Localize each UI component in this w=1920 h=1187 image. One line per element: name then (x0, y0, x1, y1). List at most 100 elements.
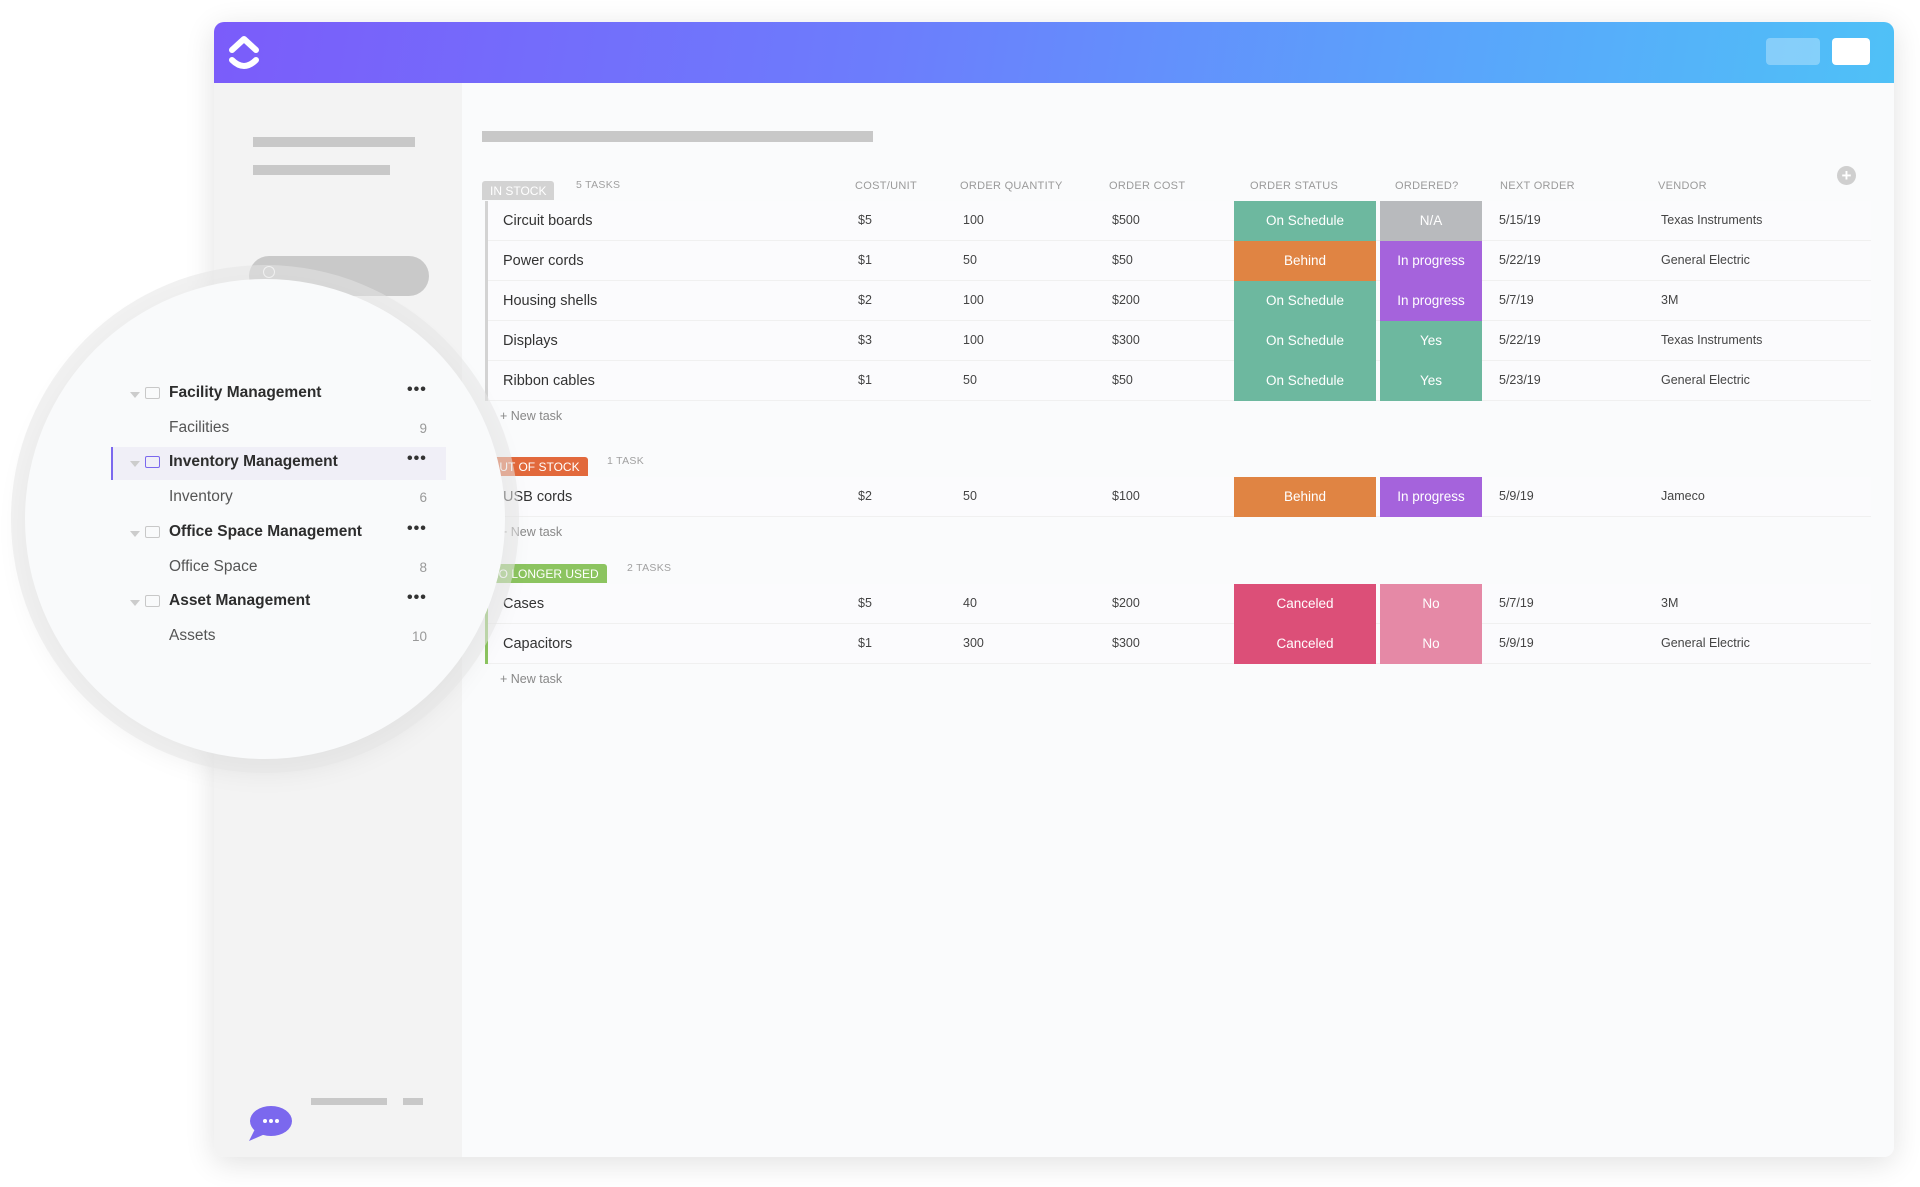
cell-qty: 100 (963, 293, 984, 307)
column-header[interactable]: ORDER STATUS (1250, 180, 1339, 192)
column-header[interactable]: ORDERED? (1395, 180, 1459, 192)
group-status-tag[interactable]: IN STOCK (482, 181, 555, 200)
cell-next: 5/23/19 (1499, 373, 1541, 387)
more-dots-icon[interactable]: ••• (407, 450, 427, 467)
cell-next: 5/9/19 (1499, 489, 1534, 503)
new-task-button[interactable]: + New task (500, 409, 563, 423)
ordered-cell[interactable]: In progress (1380, 281, 1482, 321)
ordered-cell[interactable]: In progress (1380, 241, 1482, 281)
ordered-cell[interactable]: N/A (1380, 201, 1482, 241)
table-row[interactable]: Housing shells $2 100 $200 5/7/19 3M On Schedu… (488, 281, 1871, 321)
ordered-cell[interactable]: No (1380, 584, 1482, 624)
task-name[interactable]: Power cords (503, 253, 584, 269)
column-header[interactable]: VENDOR (1658, 180, 1707, 192)
group-status-tag[interactable]: NO LONGER USED (482, 564, 607, 583)
table-row[interactable]: Circuit boards $5 100 $500 5/15/19 Texas Inst… (488, 201, 1871, 241)
cell-next: 5/9/19 (1499, 636, 1534, 650)
task-name[interactable]: Ribbon cables (503, 373, 595, 389)
placeholder-bar (403, 1098, 423, 1105)
header-button-secondary[interactable] (1766, 38, 1820, 65)
plus-circle-icon[interactable]: + (1837, 166, 1856, 185)
sidebar-folder[interactable]: Facility Management (169, 384, 322, 401)
sidebar-zoom-lens: Facility Management ••• Facilities 9 Invento… (25, 279, 505, 759)
cell-vendor: 3M (1661, 293, 1679, 307)
cell-qty: 50 (963, 253, 977, 267)
order-status-cell[interactable]: On Schedule (1234, 281, 1376, 321)
order-status-cell[interactable]: Canceled (1234, 584, 1376, 624)
order-status-cell[interactable]: On Schedule (1234, 321, 1376, 361)
chevron-down-icon[interactable] (130, 600, 140, 606)
cell-cost: $2 (858, 489, 872, 503)
active-folder-highlight (111, 447, 446, 480)
folder-icon (145, 387, 160, 399)
new-task-button[interactable]: + New task (500, 672, 563, 686)
table-row[interactable]: Cases $5 40 $200 5/7/19 3M Canceled No (488, 584, 1871, 624)
sidebar-folder[interactable]: Asset Management (169, 592, 311, 609)
order-status-cell[interactable]: Behind (1234, 477, 1376, 517)
new-task-button[interactable]: + New task (500, 525, 563, 539)
task-name[interactable]: Capacitors (503, 636, 573, 652)
sidebar-list[interactable]: Facilities (169, 419, 230, 436)
sidebar-list[interactable]: Inventory (169, 488, 233, 505)
ordered-cell[interactable]: In progress (1380, 477, 1482, 517)
more-dots-icon[interactable]: ••• (407, 381, 427, 398)
chat-bubble-icon[interactable] (247, 1105, 293, 1143)
cell-next: 5/7/19 (1499, 596, 1534, 610)
cell-qty: 50 (963, 489, 977, 503)
group-task-count: 5 TASKS (576, 179, 621, 191)
folder-icon (145, 595, 160, 607)
task-name[interactable]: Displays (503, 333, 558, 349)
chevron-down-icon[interactable] (130, 392, 140, 398)
sidebar-folder[interactable]: Inventory Management (169, 453, 338, 470)
cell-order-cost: $300 (1112, 333, 1140, 347)
clickup-logo-icon[interactable] (226, 32, 262, 74)
sidebar-list[interactable]: Assets (169, 627, 216, 644)
page-title-placeholder (482, 131, 873, 142)
table-row[interactable]: USB cords $2 50 $100 5/9/19 Jameco Behind In pr… (488, 477, 1871, 517)
cell-order-cost: $300 (1112, 636, 1140, 650)
order-status-cell[interactable]: On Schedule (1234, 201, 1376, 241)
cell-order-cost: $200 (1112, 596, 1140, 610)
table-row[interactable]: Displays $3 100 $300 5/22/19 Texas Instrument… (488, 321, 1871, 361)
cell-cost: $2 (858, 293, 872, 307)
sidebar-list[interactable]: Office Space (169, 558, 258, 575)
group-task-count: 2 TASKS (627, 562, 672, 574)
order-status-cell[interactable]: Canceled (1234, 624, 1376, 664)
folder-icon (145, 526, 160, 538)
ordered-cell[interactable]: Yes (1380, 321, 1482, 361)
top-bar (214, 22, 1894, 83)
ordered-cell[interactable]: Yes (1380, 361, 1482, 401)
ordered-cell[interactable]: No (1380, 624, 1482, 664)
column-header[interactable]: COST/UNIT (855, 180, 917, 192)
cell-vendor: General Electric (1661, 636, 1750, 650)
table-row[interactable]: Power cords $1 50 $50 5/22/19 General Electri… (488, 241, 1871, 281)
task-name[interactable]: Cases (503, 596, 545, 612)
column-header[interactable]: NEXT ORDER (1500, 180, 1575, 192)
list-count: 9 (419, 421, 427, 436)
chevron-down-icon[interactable] (130, 531, 140, 537)
task-name[interactable]: USB cords (503, 489, 573, 505)
list-count: 6 (419, 490, 427, 505)
table-row[interactable]: Capacitors $1 300 $300 5/9/19 General Electri… (488, 624, 1871, 664)
column-header[interactable]: ORDER COST (1109, 180, 1186, 192)
placeholder-bar (253, 165, 390, 175)
folder-icon (145, 456, 160, 468)
task-name[interactable]: Circuit boards (503, 213, 593, 229)
column-header[interactable]: ORDER QUANTITY (960, 180, 1063, 192)
header-button-primary[interactable] (1832, 38, 1870, 65)
table-row[interactable]: Ribbon cables $1 50 $50 5/23/19 General Elect… (488, 361, 1871, 401)
sidebar-folder[interactable]: Office Space Management (169, 523, 362, 540)
order-status-cell[interactable]: Behind (1234, 241, 1376, 281)
more-dots-icon[interactable]: ••• (407, 520, 427, 537)
task-name[interactable]: Housing shells (503, 293, 598, 309)
cell-vendor: Texas Instruments (1661, 213, 1763, 227)
cell-qty: 50 (963, 373, 977, 387)
chevron-down-icon[interactable] (130, 461, 140, 467)
order-status-cell[interactable]: On Schedule (1234, 361, 1376, 401)
more-dots-icon[interactable]: ••• (407, 589, 427, 606)
cell-cost: $3 (858, 333, 872, 347)
group-status-tag[interactable]: OUT OF STOCK (482, 457, 588, 476)
cell-next: 5/22/19 (1499, 333, 1541, 347)
list-count: 8 (419, 560, 427, 575)
cell-order-cost: $50 (1112, 373, 1133, 387)
